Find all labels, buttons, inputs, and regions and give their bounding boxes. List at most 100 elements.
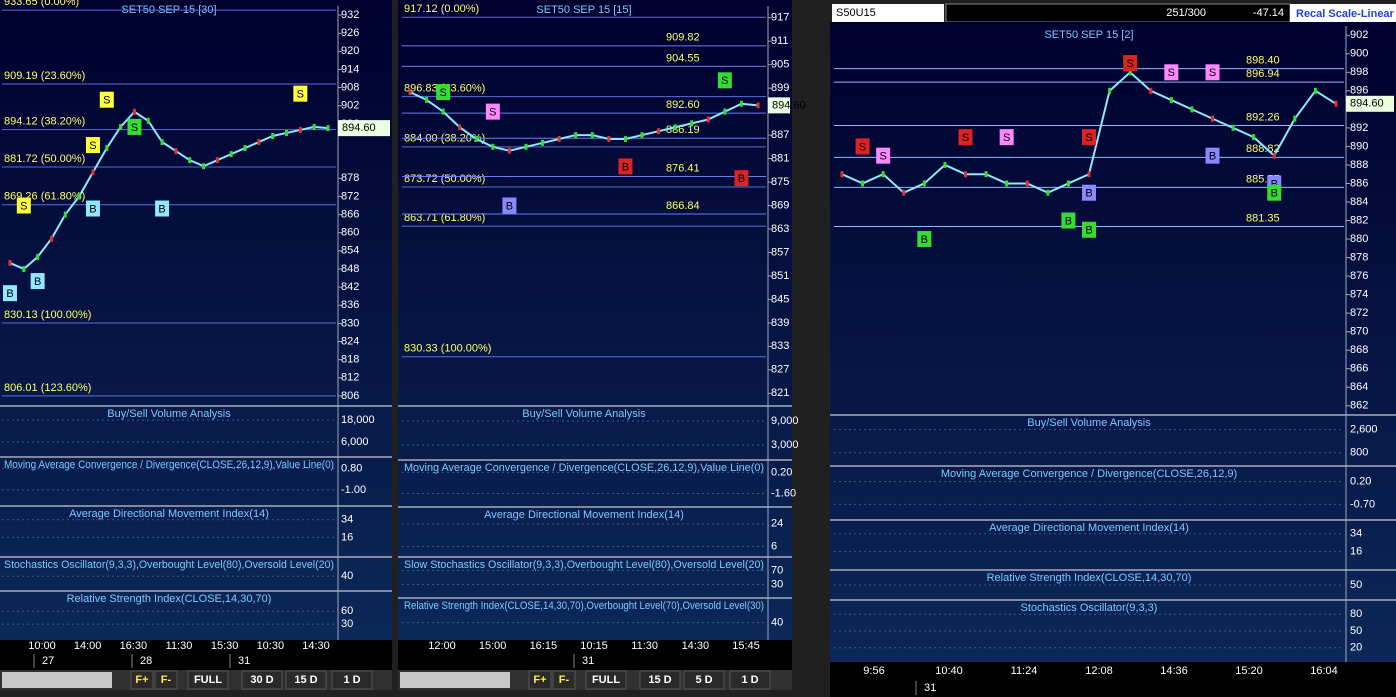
- signal-label: B: [1209, 151, 1216, 163]
- scroll-track: [2, 672, 112, 688]
- price-tick-label: 920: [341, 45, 359, 57]
- candle: [408, 89, 412, 96]
- toolbar-button[interactable]: [241, 670, 283, 690]
- candle: [574, 132, 578, 139]
- candle: [756, 102, 760, 109]
- scale-button[interactable]: [1290, 4, 1396, 22]
- price-tick-label: 884: [1350, 196, 1368, 208]
- toolbar-button[interactable]: [585, 670, 627, 690]
- price-tick-label: 874: [1350, 289, 1368, 301]
- candle: [160, 139, 164, 146]
- candle: [557, 136, 561, 142]
- toolbar-button[interactable]: [285, 670, 327, 690]
- candle: [271, 132, 275, 139]
- indicator-tick-label: 2,600: [1350, 423, 1378, 435]
- toolbar-button[interactable]: [683, 670, 725, 690]
- signal-label: B: [921, 234, 928, 246]
- candle: [902, 189, 906, 196]
- toolbar-button[interactable]: [154, 670, 178, 690]
- button-label: 1 D: [343, 674, 360, 686]
- signal-label: S: [103, 95, 110, 107]
- fib-label: 917.12 (0.00%): [404, 3, 479, 15]
- candle: [188, 157, 192, 164]
- date-label: 31: [924, 682, 936, 694]
- toolbar-button[interactable]: [187, 670, 229, 690]
- indicator-tick-label: 9,000: [771, 415, 799, 427]
- candle: [425, 96, 429, 103]
- candle: [1252, 134, 1256, 141]
- candle: [739, 100, 743, 107]
- price-tick-label: 932: [341, 9, 359, 21]
- info-box: [945, 3, 1291, 23]
- indicator-tick-label: 34: [1350, 528, 1362, 540]
- price-tick-label: 882: [1350, 214, 1368, 226]
- candle: [1293, 115, 1297, 122]
- symbol-box[interactable]: [832, 4, 944, 22]
- indicator-tick-label: 18,000: [341, 414, 375, 426]
- fib-label: 873.72 (50.00%): [404, 173, 485, 185]
- toolbar-button[interactable]: [528, 670, 552, 690]
- signal-label: B: [34, 276, 41, 288]
- toolbar-button[interactable]: [331, 670, 373, 690]
- toolbar-button[interactable]: [639, 670, 681, 690]
- candle: [202, 163, 206, 170]
- toolbar-button[interactable]: [130, 670, 154, 690]
- candle: [257, 139, 261, 146]
- time-label: 15:30: [211, 640, 239, 652]
- panel-background: [830, 22, 1396, 697]
- indicator-tick-label: 50: [1350, 625, 1362, 637]
- signal-label: S: [859, 141, 866, 153]
- signal-marker: [436, 84, 451, 101]
- time-label: 10:00: [28, 640, 56, 652]
- price-tick-label: 899: [771, 82, 789, 94]
- price-tick-label: 902: [341, 100, 359, 112]
- candle: [657, 128, 661, 135]
- toolbar-button[interactable]: [729, 670, 771, 690]
- toolbar: S50U15 251/300 -47.14 Recal Scale-Linear: [832, 3, 1396, 23]
- indicator-tick-label: 16: [341, 531, 353, 543]
- signal-label: S: [1126, 58, 1133, 70]
- button-label: 15 D: [648, 674, 671, 686]
- indicator-title: Stochastics Oscillator(9,3,3): [1021, 602, 1158, 614]
- candle: [243, 145, 247, 152]
- signal-label: S: [1085, 132, 1092, 144]
- price-tick-label: 905: [771, 59, 789, 71]
- price-tick-label: 836: [341, 299, 359, 311]
- fib-label: 894.12 (38.20%): [4, 115, 85, 127]
- signal-marker: [734, 170, 749, 187]
- signal-label: B: [89, 203, 96, 215]
- indicator-title: Slow Stochastics Oscillator(9,3,3),Overb…: [404, 559, 764, 571]
- signal-marker: [485, 103, 500, 120]
- candle: [215, 157, 219, 164]
- time-axis: [398, 640, 792, 670]
- time-label: 14:30: [682, 640, 710, 652]
- candle: [723, 108, 727, 115]
- candle: [590, 132, 594, 139]
- time-label: 12:08: [1085, 665, 1113, 677]
- time-label: 10:30: [257, 640, 285, 652]
- button-label: F+: [135, 674, 148, 686]
- signal-label: B: [622, 161, 629, 173]
- price-tick-label: 890: [1350, 140, 1368, 152]
- candle: [1005, 180, 1009, 187]
- scroll-track: [400, 672, 510, 688]
- signal-marker: [917, 231, 932, 248]
- button-label: 1 D: [741, 674, 758, 686]
- indicator-tick-label: -0.70: [1350, 498, 1375, 510]
- fib-label: 830.33 (100.00%): [404, 343, 491, 355]
- candle: [881, 171, 885, 178]
- price-tick-label: 875: [771, 176, 789, 188]
- indicator-tick-label: 30: [341, 618, 353, 630]
- toolbar-button[interactable]: [552, 670, 576, 690]
- signal-marker: [958, 129, 973, 146]
- time-axis: [830, 662, 1396, 697]
- time-label: 11:24: [1011, 665, 1038, 677]
- signal-marker: [502, 197, 517, 214]
- indicator-tick-label: -1.60: [771, 487, 796, 499]
- price-tick-label: 870: [1350, 326, 1368, 338]
- fib-label: 863.71 (61.80%): [404, 212, 485, 224]
- candle: [1108, 87, 1112, 94]
- indicator-tick-label: -1.00: [341, 484, 366, 496]
- last-price-label: 894.60: [1350, 98, 1384, 110]
